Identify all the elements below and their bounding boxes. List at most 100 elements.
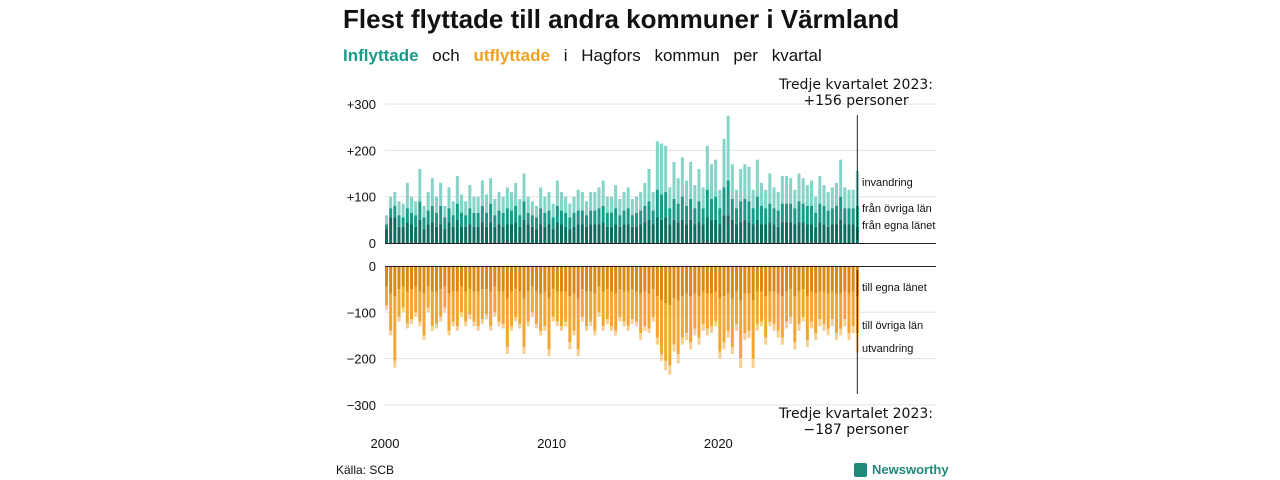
bar-fran-ovriga-lan xyxy=(622,210,626,225)
bar-till-ovriga-lan xyxy=(789,289,793,317)
bar-fran-egna-lanet xyxy=(805,224,809,243)
bar-till-egna-lanet xyxy=(443,266,447,287)
bar-fran-ovriga-lan xyxy=(680,196,684,220)
bar-fran-ovriga-lan xyxy=(385,224,388,230)
bar-till-egna-lanet xyxy=(843,266,847,292)
bar-till-egna-lanet xyxy=(810,266,813,292)
bar-till-egna-lanet xyxy=(410,266,413,290)
bar-utvandring xyxy=(739,358,743,368)
bar-fran-ovriga-lan xyxy=(447,208,451,223)
bar-fran-egna-lanet xyxy=(455,219,459,243)
bar-invandring xyxy=(476,196,480,213)
bar-till-egna-lanet xyxy=(851,266,855,292)
bar-fran-ovriga-lan xyxy=(810,205,813,225)
bar-utvandring xyxy=(814,333,818,341)
bar-till-ovriga-lan xyxy=(680,296,684,338)
bar-till-egna-lanet xyxy=(414,266,418,287)
bar-till-egna-lanet xyxy=(772,266,776,292)
bar-till-egna-lanet xyxy=(672,266,676,299)
bar-till-egna-lanet xyxy=(451,266,455,292)
bar-fran-egna-lanet xyxy=(426,224,430,243)
bar-invandring xyxy=(693,185,697,209)
bar-utvandring xyxy=(801,316,805,322)
bar-till-ovriga-lan xyxy=(589,291,593,322)
bar-invandring xyxy=(510,192,513,211)
bar-till-ovriga-lan xyxy=(385,286,388,306)
bar-utvandring xyxy=(505,347,509,354)
bar-till-ovriga-lan xyxy=(505,298,509,348)
bar-till-ovriga-lan xyxy=(489,291,493,327)
bar-invandring xyxy=(589,192,593,211)
bar-till-ovriga-lan xyxy=(572,293,576,331)
bar-fran-egna-lanet xyxy=(576,224,580,243)
bar-invandring xyxy=(605,196,609,213)
bar-till-egna-lanet xyxy=(760,266,763,292)
bar-invandring xyxy=(714,159,718,197)
bar-utvandring xyxy=(839,328,843,336)
bar-invandring xyxy=(818,175,822,204)
bar-fran-ovriga-lan xyxy=(514,205,518,223)
bar-invandring xyxy=(643,182,647,206)
bar-utvandring xyxy=(780,337,784,345)
bar-invandring xyxy=(635,196,638,213)
bar-invandring xyxy=(701,187,705,209)
bar-utvandring xyxy=(768,321,772,327)
bar-till-egna-lanet xyxy=(510,266,513,292)
subtitle-word: per xyxy=(733,46,758,65)
bar-till-egna-lanet xyxy=(405,266,409,292)
bar-invandring xyxy=(810,180,813,206)
bar-fran-egna-lanet xyxy=(714,219,718,243)
bar-till-ovriga-lan xyxy=(743,293,747,334)
bar-fran-egna-lanet xyxy=(468,224,472,243)
bar-till-egna-lanet xyxy=(643,266,647,292)
bar-utvandring xyxy=(635,321,638,327)
bar-till-egna-lanet xyxy=(668,266,672,306)
bar-utvandring xyxy=(426,307,430,313)
bar-till-egna-lanet xyxy=(710,266,713,294)
bar-till-egna-lanet xyxy=(818,266,822,292)
bar-utvandring xyxy=(826,328,830,336)
bar-till-ovriga-lan xyxy=(614,293,618,331)
bar-fran-ovriga-lan xyxy=(793,208,797,225)
bar-invandring xyxy=(497,192,501,211)
bar-utvandring xyxy=(468,314,472,320)
bar-till-egna-lanet xyxy=(689,266,693,297)
bar-fran-ovriga-lan xyxy=(705,189,709,218)
bar-till-ovriga-lan xyxy=(535,291,538,324)
bar-utvandring xyxy=(651,316,655,322)
subtitle-word: Hagfors xyxy=(581,46,641,65)
bar-utvandring xyxy=(710,326,713,334)
bar-fran-egna-lanet xyxy=(797,222,801,243)
bar-till-egna-lanet xyxy=(393,266,397,297)
bar-till-egna-lanet xyxy=(505,266,509,299)
bar-till-egna-lanet xyxy=(572,266,576,294)
label-fran-egna-lanet: från egna länet xyxy=(862,220,935,232)
bar-fran-ovriga-lan xyxy=(410,212,413,225)
bar-invandring xyxy=(630,199,634,216)
bar-utvandring xyxy=(647,328,651,334)
bar-utvandring xyxy=(805,340,809,348)
bar-fran-ovriga-lan xyxy=(676,203,680,223)
bar-invandring xyxy=(518,199,522,216)
bar-till-ovriga-lan xyxy=(747,293,751,331)
bar-invandring xyxy=(739,168,743,202)
bar-till-egna-lanet xyxy=(735,266,738,292)
bar-fran-egna-lanet xyxy=(801,222,805,243)
bar-invandring xyxy=(822,185,826,206)
bar-fran-egna-lanet xyxy=(747,222,751,243)
bar-till-egna-lanet xyxy=(435,266,438,292)
bar-till-egna-lanet xyxy=(622,266,626,292)
bar-invandring xyxy=(501,196,505,213)
bar-till-ovriga-lan xyxy=(622,291,626,322)
bar-fran-ovriga-lan xyxy=(643,205,647,223)
bar-fran-egna-lanet xyxy=(635,226,638,243)
bar-fran-ovriga-lan xyxy=(718,208,722,225)
bar-fran-ovriga-lan xyxy=(605,212,609,227)
bar-invandring xyxy=(430,178,434,206)
bar-till-egna-lanet xyxy=(776,266,780,294)
bar-fran-ovriga-lan xyxy=(764,208,768,225)
bar-fran-egna-lanet xyxy=(847,224,851,243)
bar-fran-egna-lanet xyxy=(660,219,663,243)
bar-utvandring xyxy=(576,349,580,357)
bar-invandring xyxy=(747,166,751,202)
